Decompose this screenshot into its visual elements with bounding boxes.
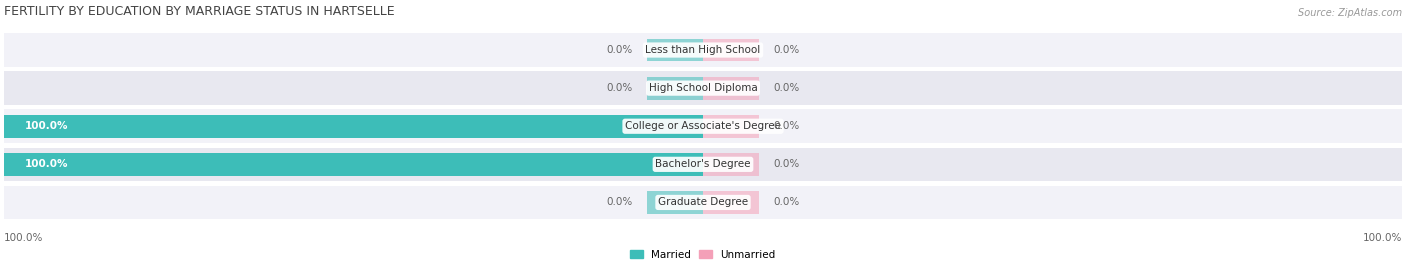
Bar [703,39,759,62]
Bar [4,115,703,138]
Text: 100.0%: 100.0% [25,159,69,169]
Text: 0.0%: 0.0% [607,45,633,55]
Text: 0.0%: 0.0% [773,45,799,55]
Text: 0.0%: 0.0% [607,197,633,207]
Text: 0.0%: 0.0% [607,83,633,93]
Bar [4,33,1402,67]
Text: College or Associate's Degree: College or Associate's Degree [626,121,780,131]
Text: 0.0%: 0.0% [773,197,799,207]
Bar [703,115,759,138]
Bar [703,153,759,176]
Bar [647,39,703,62]
Bar [4,71,1402,105]
Text: 100.0%: 100.0% [25,121,69,131]
Text: High School Diploma: High School Diploma [648,83,758,93]
Text: Bachelor's Degree: Bachelor's Degree [655,159,751,169]
Text: Source: ZipAtlas.com: Source: ZipAtlas.com [1298,8,1402,18]
Text: Less than High School: Less than High School [645,45,761,55]
Bar [4,153,703,176]
Bar [703,191,759,214]
Text: FERTILITY BY EDUCATION BY MARRIAGE STATUS IN HARTSELLE: FERTILITY BY EDUCATION BY MARRIAGE STATU… [4,5,395,18]
Bar [4,186,1402,219]
Bar [647,191,703,214]
Text: 0.0%: 0.0% [773,83,799,93]
Text: 100.0%: 100.0% [1362,233,1402,243]
Text: 0.0%: 0.0% [773,159,799,169]
Text: Graduate Degree: Graduate Degree [658,197,748,207]
Text: 0.0%: 0.0% [773,121,799,131]
Bar [703,77,759,100]
Text: 100.0%: 100.0% [4,233,44,243]
Bar [4,109,1402,143]
Legend: Married, Unmarried: Married, Unmarried [626,245,780,264]
Bar [4,148,1402,181]
Bar [647,77,703,100]
